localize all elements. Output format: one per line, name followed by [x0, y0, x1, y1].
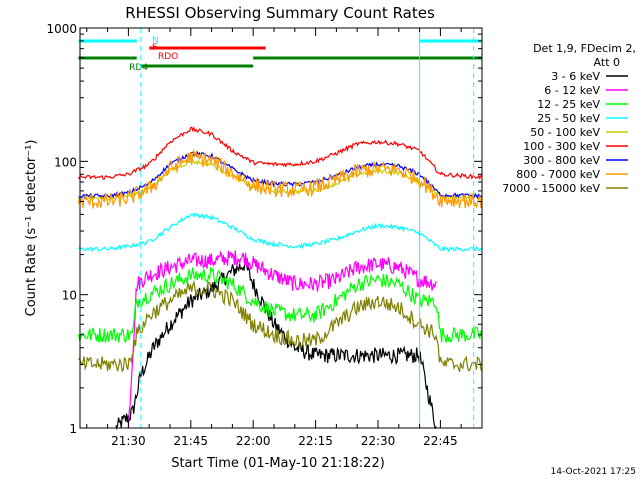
legend-entry-label: 7000 - 15000 keV — [502, 182, 600, 195]
series-line — [78, 212, 483, 253]
x-tick-label: 21:30 — [111, 434, 146, 448]
series-line — [77, 126, 483, 181]
y-tick-label: 100 — [54, 155, 77, 169]
x-tick-label: 22:00 — [236, 434, 271, 448]
x-axis: 21:30 21:45 22:00 22:15 22:30 22:45 — [86, 28, 483, 448]
series-line — [127, 250, 437, 427]
series-line — [77, 266, 483, 344]
series-line — [77, 148, 483, 209]
y-tick-label: 1000 — [46, 22, 77, 36]
series-line — [78, 279, 483, 373]
plot-frame — [79, 27, 483, 429]
flag-label: N — [152, 36, 159, 46]
legend-entry-label: 800 - 7000 keV — [516, 168, 600, 181]
legend-header: Det 1,9, FDecim 2, — [533, 42, 636, 55]
flag-label: RDO — [158, 52, 178, 62]
flag-label: F — [152, 43, 157, 53]
chart-title: RHESSI Observing Summary Count Rates — [125, 4, 435, 22]
timestamp: 14-Oct-2021 17:25 — [551, 467, 636, 477]
legend-header: Att 0 — [594, 56, 620, 69]
y-axis-label: Count Rate (s⁻¹ detector⁻¹) — [24, 140, 39, 317]
flag-label: RD4 — [129, 63, 148, 73]
legend-entry-label: 3 - 6 keV — [551, 70, 600, 83]
legend-entry-label: 6 - 12 keV — [544, 84, 600, 97]
legend-entry-label: 300 - 800 keV — [523, 154, 600, 167]
y-tick-label: 1 — [69, 422, 77, 436]
y-axis: 1 10 100 1000 — [46, 22, 482, 436]
y-tick-label: 10 — [62, 289, 77, 303]
legend-entry-label: 12 - 25 keV — [537, 98, 600, 111]
x-axis-label: Start Time (01-May-10 21:18:22) — [171, 456, 385, 471]
x-tick-label: 22:15 — [298, 434, 333, 448]
legend-entry-label: 25 - 50 keV — [537, 112, 600, 125]
series-group — [77, 126, 483, 431]
legend-entry-label: 100 - 300 keV — [523, 140, 600, 153]
x-tick-label: 21:45 — [173, 434, 208, 448]
legend-entry-label: 50 - 100 keV — [530, 126, 600, 139]
x-tick-label: 22:30 — [361, 434, 396, 448]
x-tick-label: 22:45 — [423, 434, 458, 448]
